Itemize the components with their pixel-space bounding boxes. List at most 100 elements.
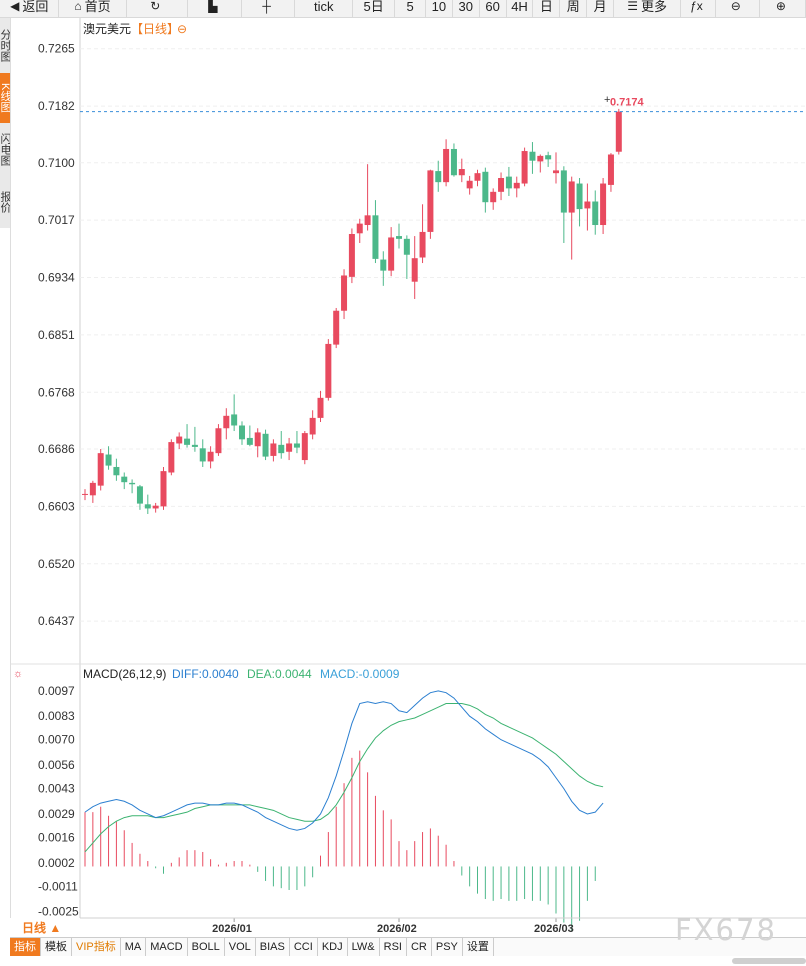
indicator-tab-1[interactable]: 模板 <box>41 938 72 956</box>
indicator-tab-4[interactable]: MACD <box>146 938 188 956</box>
candle-body <box>254 432 261 447</box>
toolbar-label: 周 <box>566 0 580 14</box>
tab-timeshare[interactable]: 分时图 <box>0 29 10 62</box>
candlestick-icon[interactable]: ┼ <box>242 0 296 17</box>
toolbar-btn-12[interactable]: 日 <box>533 0 561 17</box>
toolbar-label: tick <box>313 0 334 14</box>
refresh-icon[interactable]: ↻ <box>127 0 188 17</box>
horizontal-scrollbar[interactable] <box>732 958 806 964</box>
toolbar-btn-11[interactable]: 4H <box>507 0 534 17</box>
indicator-tab-6[interactable]: VOL <box>225 938 256 956</box>
candle-body <box>576 183 583 210</box>
toolbar-btn-14[interactable]: 月 <box>587 0 615 17</box>
toolbar-btn-1[interactable]: ⌂ 首页 <box>59 0 127 17</box>
toolbar-btn-10[interactable]: 60 <box>480 0 507 17</box>
toolbar-label: 日 <box>539 0 553 14</box>
toolbar-btn-15[interactable]: ☰ 更多 <box>614 0 682 17</box>
macd-tick-label: 0.0083 <box>38 709 75 723</box>
candle-body <box>545 155 552 160</box>
candle-body <box>317 397 324 418</box>
candle-body <box>184 438 191 445</box>
price-tick-label: 0.7182 <box>38 99 75 113</box>
candle-body <box>215 428 222 454</box>
kline-chart[interactable]: 0.7265 0.7182 0.7100 0.7017 0.6934 0.6851 0.67… <box>0 18 806 938</box>
indicator-tab-7[interactable]: BIAS <box>256 938 290 956</box>
x-tick-label: 2026/02 <box>377 923 417 935</box>
candle-body <box>388 237 395 271</box>
tab-flash-chart[interactable]: 闪电图 <box>0 132 10 166</box>
candle-body <box>129 482 136 485</box>
tab-quote[interactable]: 报价 <box>0 190 10 213</box>
period-toolbar: ◀ 返回 ⌂ 首页 ↻ ▙ ┼ tick 5日 5 10 30 60 4H 日周月 ☰ 更多 ƒx ⊖ ⊕ <box>0 0 806 18</box>
macd-tick-labels: 0.0097 0.0083 0.0070 0.0056 0.0043 0.0029 0.00… <box>38 684 79 919</box>
candle-body <box>443 148 450 183</box>
zoom-in-icon: ⊕ <box>775 0 786 13</box>
toolbar-btn-7[interactable]: 5 <box>395 0 426 17</box>
macd-tick-label: 0.0016 <box>38 830 75 844</box>
indicator-tab-2[interactable]: VIP指标 <box>72 938 121 956</box>
candle-body <box>286 443 293 452</box>
candle-body <box>341 275 348 311</box>
toolbar-label: 4H <box>511 0 528 14</box>
macd-tick-label: 0.0002 <box>38 856 75 870</box>
indicator-tab-13[interactable]: PSY <box>432 938 463 956</box>
gear-icon[interactable]: ☼ <box>13 668 23 680</box>
macd-tick-label: 0.0070 <box>38 733 75 747</box>
candle-body <box>364 215 371 226</box>
candle-body <box>411 258 418 282</box>
macd-diff-label: DIFF:0.0040 <box>172 667 239 681</box>
toolbar-btn-6[interactable]: 5日 <box>353 0 396 17</box>
toolbar-btn-0[interactable]: ◀ 返回 <box>0 0 60 17</box>
chart-settings-icon[interactable]: ⊖ <box>177 22 187 36</box>
price-tick-label: 0.6768 <box>38 385 75 399</box>
macd-dea-label: DEA:0.0044 <box>247 667 312 681</box>
macd-value-label: MACD:-0.0009 <box>320 667 400 681</box>
indicator-tab-5[interactable]: BOLL <box>188 938 225 956</box>
candle-body <box>97 453 104 486</box>
indicator-tab-8[interactable]: CCI <box>290 938 318 956</box>
candle-body <box>278 444 285 454</box>
chart-period-tag: 【日线】 <box>131 22 179 36</box>
period-selector-button[interactable]: 日线 ▲ <box>22 921 62 935</box>
candle-body <box>105 454 112 466</box>
candle-body <box>584 201 591 209</box>
indicator-tab-14[interactable]: 设置 <box>463 938 494 956</box>
home-icon: ⌂ <box>74 0 82 13</box>
indicator-tab-3[interactable]: MA <box>121 938 147 956</box>
fx-icon[interactable]: ƒx <box>681 0 716 17</box>
toolbar-btn-8[interactable]: 10 <box>426 0 453 17</box>
candlestick-icon: ┼ <box>262 0 271 13</box>
price-tick-label: 0.6520 <box>38 557 75 571</box>
macd-tick-label: -0.0011 <box>38 879 78 893</box>
zoom-out-icon[interactable]: ⊖ <box>716 0 760 17</box>
indicator-tab-12[interactable]: CR <box>407 938 432 956</box>
tab-kline[interactable]: K线图 <box>0 73 10 123</box>
indicator-tab-9[interactable]: KDJ <box>318 938 348 956</box>
indicator-tab-11[interactable]: RSI <box>380 938 407 956</box>
macd-tick-label: 0.0043 <box>38 782 75 796</box>
candle-body <box>239 425 245 440</box>
indicator-tab-10[interactable]: LW& <box>348 938 380 956</box>
toolbar-btn-9[interactable]: 30 <box>453 0 480 17</box>
price-tick-label: 0.7100 <box>38 156 75 170</box>
bar-chart-icon[interactable]: ▙ <box>188 0 242 17</box>
candle-body <box>223 415 230 429</box>
crosshair-icon: + <box>604 94 610 106</box>
candle-body <box>537 155 544 162</box>
candle-body <box>474 173 481 181</box>
candle-body <box>333 310 340 345</box>
candle-body <box>380 259 387 271</box>
candle-body <box>615 111 622 152</box>
candle-body <box>592 201 599 226</box>
indicator-tab-0[interactable]: 指标 <box>10 938 41 956</box>
diff-line <box>84 690 604 831</box>
candle-body <box>144 504 151 509</box>
toolbar-btn-13[interactable]: 周 <box>560 0 588 17</box>
candle-body <box>419 231 426 258</box>
candle-body <box>152 505 159 509</box>
candle-body <box>348 234 355 277</box>
toolbar-btn-5[interactable]: tick <box>295 0 353 17</box>
indicator-tab-bar: 指标 模板 VIP指标 MA MACD BOLL VOL BIAS CCI KDJ LW& RSI CR… <box>10 937 806 956</box>
zoom-in-icon[interactable]: ⊕ <box>760 0 806 17</box>
candle-body <box>568 181 575 213</box>
